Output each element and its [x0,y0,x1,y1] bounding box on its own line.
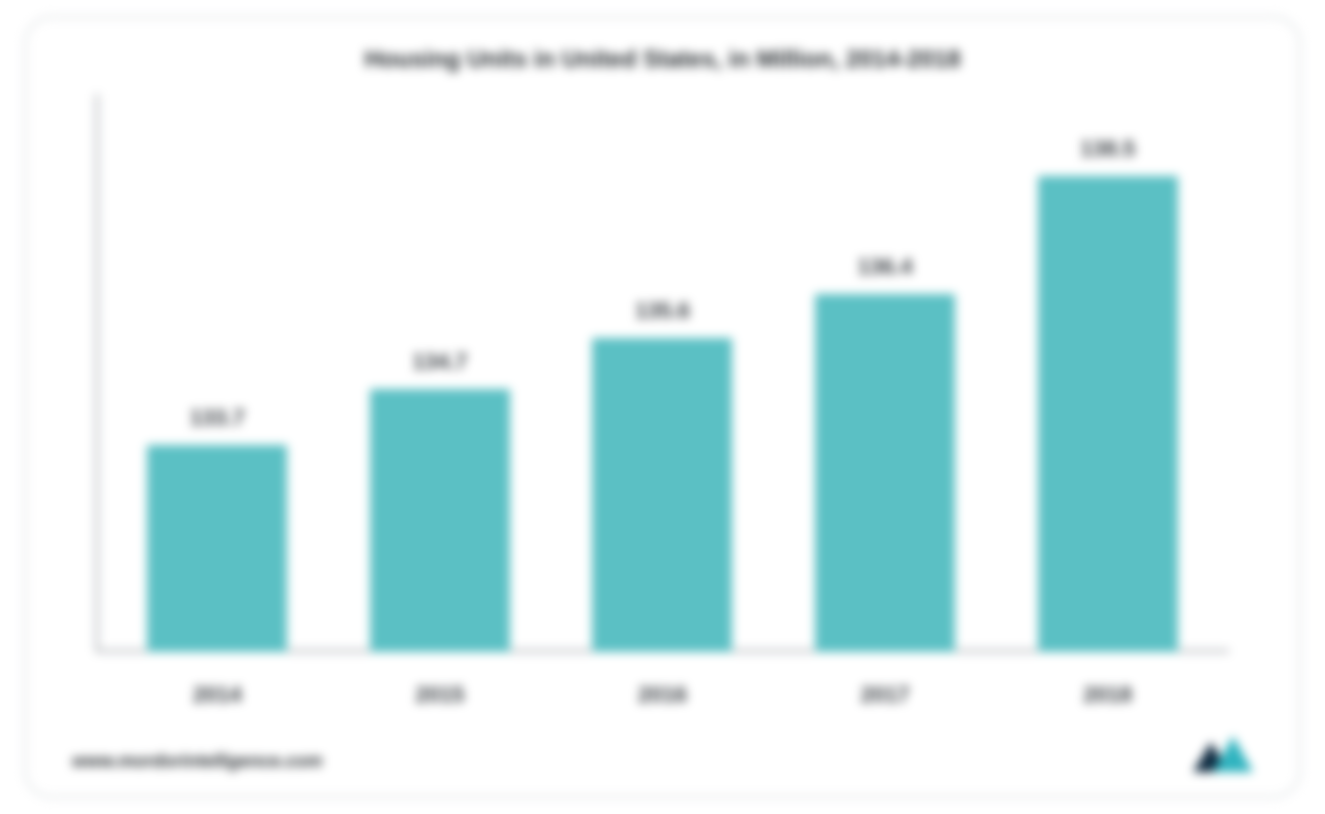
x-tick-label: 2016 [582,664,742,722]
chart-title: Housing Units in United States, in Milli… [66,46,1259,74]
brand-logo-icon [1193,734,1253,772]
bar-group: 134.7 [360,349,520,652]
bar [592,338,732,652]
bar [370,389,510,652]
x-tick-label: 2015 [360,664,520,722]
bar [1038,176,1178,652]
x-tick-label: 2017 [805,664,965,722]
plot-area: 133.7134.7135.6136.4138.5 20142015201620… [96,94,1229,722]
bar-group: 135.6 [582,298,742,652]
attribution-text: www.mordorintelligence.com [72,751,322,772]
bar-group: 138.5 [1028,136,1188,652]
bar-value-label: 134.7 [412,349,467,375]
bar-value-label: 133.7 [190,405,245,431]
chart-footer: www.mordorintelligence.com [66,722,1259,776]
bar-value-label: 138.5 [1080,136,1135,162]
x-labels-container: 2014 2015 2016 2017 2018 [96,664,1229,722]
bar-value-label: 136.4 [858,254,913,280]
bars-container: 133.7 134.7 135.6 136.4 138.5 [96,94,1229,652]
x-tick-label: 2014 [137,664,297,722]
bar-group: 136.4 [805,254,965,652]
bar-group: 133.7 [137,405,297,652]
bar [815,294,955,652]
bar-value-label: 135.6 [635,298,690,324]
chart-card: Housing Units in United States, in Milli… [24,16,1301,798]
bar [147,445,287,652]
x-tick-label: 2018 [1028,664,1188,722]
